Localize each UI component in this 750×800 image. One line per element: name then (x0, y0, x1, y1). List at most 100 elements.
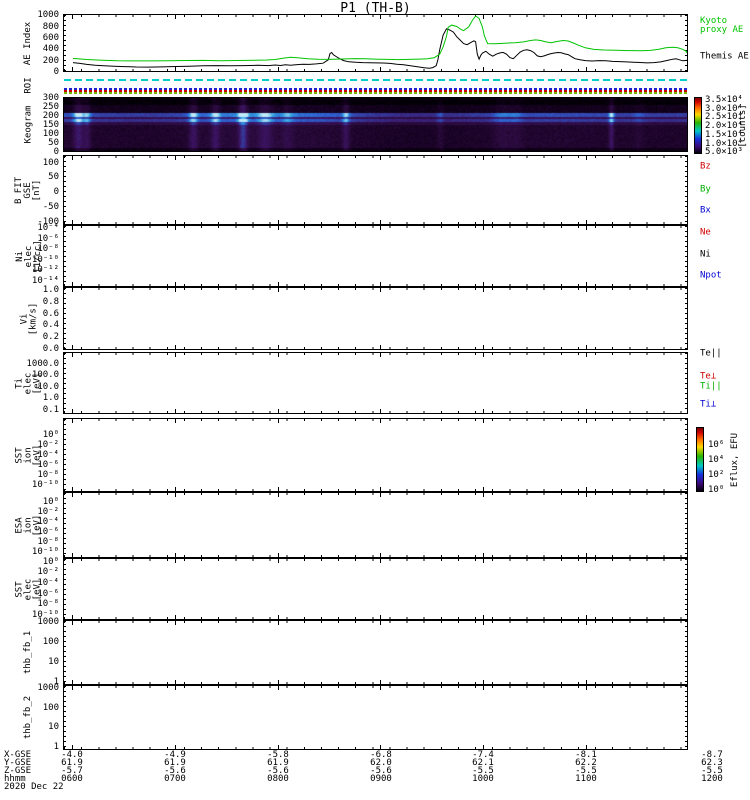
y-minor-ticks-right (685, 686, 687, 749)
y-tick-label: 10 (48, 722, 59, 733)
axis-row-label: X-GSE (4, 750, 32, 760)
y-tick-label: 250 (42, 102, 59, 113)
y-tick-label: 10⁻⁶ (37, 588, 59, 599)
bottom-axis-column: -4.0 61.9 -5.7 0600 (61, 750, 83, 784)
y-tick-label: 1000 (37, 616, 59, 627)
bottom-axis-column: -8.1 62.2 -5.5 1100 (575, 750, 597, 784)
x-tick (380, 353, 382, 357)
axis-value: 1100 (575, 774, 597, 784)
ylabel-wrap-thb-fb-1: thb_fb_1 (6, 620, 52, 685)
legend-ni: Ni (700, 249, 711, 260)
y-tick-label: 0.2 (42, 332, 59, 343)
axis-value: -4.0 (61, 750, 83, 760)
x-tick (174, 493, 176, 497)
y-tick-label: 0.8 (42, 296, 59, 307)
axis-row-label: Z-GSE (4, 766, 32, 776)
y-minor-ticks-right (685, 15, 687, 71)
colorbar-tick-label: 1.5×10⁴ (705, 129, 743, 140)
axis-value: 62.3 (701, 758, 723, 768)
x-tick (174, 419, 176, 423)
y-tick-label: 0.6 (42, 308, 59, 319)
x-tick (277, 156, 279, 160)
axis-row-label: hhmm (4, 774, 26, 784)
x-tick (586, 15, 587, 19)
x-tick (174, 156, 176, 160)
y-tick-label: 10⁻⁴ (37, 516, 59, 527)
y-minor-ticks-left (64, 621, 66, 684)
x-tick (72, 686, 73, 690)
y-tick-label: 10⁻¹⁰ (31, 547, 59, 558)
x-minor-ticks-top (64, 288, 687, 290)
axis-value: -8.1 (575, 750, 597, 760)
x-tick (72, 621, 73, 625)
page-title: P1 (TH-B) (340, 1, 411, 16)
colorbar-tick-label: 10⁴ (708, 455, 725, 466)
y-tick-label: 0.4 (42, 320, 59, 331)
x-minor-ticks-bottom (64, 284, 687, 286)
y-tick-label: 10⁻² (37, 440, 59, 450)
axis-value: 1000 (472, 774, 494, 784)
y-tick-label: 1 (53, 676, 59, 687)
colorbar-tick-label: 10² (708, 470, 725, 481)
bottom-axis-column: -8.7 62.3 -5.5 1200 (701, 750, 723, 784)
axis-value: -5.5 (472, 766, 494, 776)
roi-line-3 (64, 91, 687, 94)
y-tick-label: 400 (42, 44, 59, 55)
y-tick-label: 10⁻⁸ (37, 469, 59, 480)
legend-ne: Ne (700, 227, 711, 238)
x-tick (72, 156, 73, 160)
x-tick (483, 621, 485, 625)
x-tick (380, 288, 382, 292)
x-tick (483, 288, 485, 292)
x-minor-ticks-bottom (64, 682, 687, 684)
colorbar-tick-label: 2.0×10⁴ (705, 121, 743, 132)
axis-value: 62.2 (575, 758, 597, 768)
date-label: 2020 Dec 22 (4, 782, 64, 792)
sst-colorbar-title: Eflux, EFU (730, 432, 740, 488)
y-tick-label: 10⁻⁸ (37, 244, 59, 255)
axis-value: 0700 (164, 774, 186, 784)
y-tick-label: 100 (42, 157, 59, 168)
colorbar-tick-label: 3.0×10⁴ (705, 103, 743, 114)
series-kyoto-proxy-ae (72, 15, 687, 62)
y-tick-label: 10⁻⁴ (37, 223, 59, 234)
y-minor-ticks-right (685, 493, 687, 557)
x-tick (586, 559, 587, 563)
y-tick-label: 10⁻⁶ (37, 526, 59, 537)
y-tick-label: 10⁻² (37, 506, 59, 517)
x-minor-ticks-top (64, 621, 687, 623)
axis-value: -8.7 (701, 750, 723, 760)
x-minor-ticks-bottom (64, 489, 687, 491)
x-minor-ticks-top (64, 353, 687, 355)
x-tick (72, 419, 73, 423)
colorbar-tick-label: 10⁶ (708, 440, 725, 451)
x-tick (586, 493, 587, 497)
colorbar-tick-label: 1.0×10⁴ (705, 138, 743, 149)
y-tick-label: 10.0 (37, 381, 59, 392)
colorbar-tick-label: 2.5×10⁴ (705, 112, 743, 123)
roi-line-2 (64, 89, 687, 92)
legend-ti: Ti|| (700, 381, 722, 392)
x-minor-ticks-bottom (64, 747, 687, 749)
x-minor-ticks-bottom (64, 347, 687, 349)
panel-esa-ion (63, 492, 688, 558)
y-minor-ticks-right (685, 226, 687, 286)
panel-b-fit-gse (63, 155, 688, 225)
x-minor-ticks-top (64, 559, 687, 561)
axis-value: -5.7 (61, 766, 83, 776)
y-minor-ticks-left (64, 559, 66, 619)
y-tick-label: 10⁻⁸ (37, 537, 59, 548)
y-tick-label: 10⁻¹⁰ (31, 254, 59, 265)
y-tick-label: 10⁻⁶ (37, 233, 59, 244)
y-tick-label: 1.0 (42, 393, 59, 404)
y-minor-ticks-left (64, 15, 66, 71)
x-tick (483, 559, 485, 563)
y-tick-label: 10 (48, 656, 59, 667)
axis-value: 61.9 (164, 758, 186, 768)
panel-ti-elec (63, 352, 688, 414)
legend-npot: Npot (700, 270, 722, 281)
y-tick-label: 10⁻⁸ (37, 599, 59, 610)
axis-value: 61.9 (267, 758, 289, 768)
x-minor-ticks-top (64, 15, 687, 17)
keogram-heatmap (64, 98, 687, 151)
